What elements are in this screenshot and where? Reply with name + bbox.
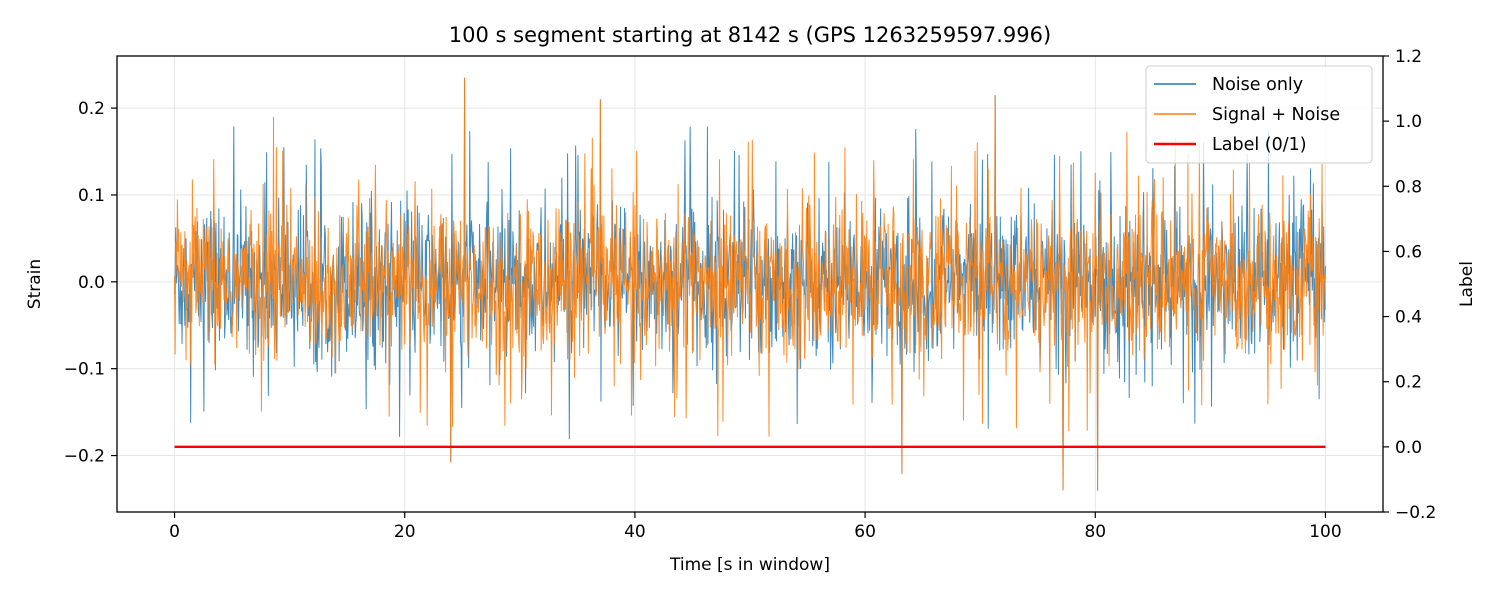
y-tick-label: 0.2	[78, 99, 105, 119]
x-tick-label: 0	[169, 522, 180, 542]
chart-title: 100 s segment starting at 8142 s (GPS 12…	[449, 23, 1051, 47]
axis-ticks: 0 20 40 60 80 100 −0.2 −0.1 0.0 0.1 0.2 −0.2 0.0 0.2 0…	[64, 47, 1437, 542]
plot-area	[174, 77, 1326, 492]
y2-tick-label: 1.0	[1395, 112, 1422, 132]
legend-label-signal: Signal + Noise	[1212, 105, 1340, 125]
x-tick-label: 80	[1084, 522, 1106, 542]
y2-tick-label: 0.0	[1395, 438, 1422, 458]
y2-tick-label: 1.2	[1395, 47, 1422, 67]
x-tick-label: 40	[624, 522, 646, 542]
y2-tick-label: −0.2	[1395, 503, 1436, 523]
axes-frame	[116, 55, 1384, 513]
y2-axis-label: Label	[1457, 261, 1477, 307]
legend-box	[1145, 65, 1373, 164]
y2-tick-label: 0.8	[1395, 177, 1422, 197]
legend-label-noise: Noise only	[1212, 75, 1303, 95]
legend: Noise only Signal + Noise Label (0/1)	[1145, 65, 1373, 164]
y2-tick-label: 0.6	[1395, 242, 1422, 262]
legend-label-label: Label (0/1)	[1212, 135, 1307, 155]
x-tick-label: 60	[854, 522, 876, 542]
x-axis-label: Time [s in window]	[669, 555, 830, 575]
y-tick-label: 0.1	[78, 186, 105, 206]
y2-tick-label: 0.4	[1395, 308, 1422, 328]
y-tick-label: −0.2	[64, 447, 105, 467]
x-tick-label: 100	[1309, 522, 1341, 542]
y-tick-label: 0.0	[78, 273, 105, 293]
series-line-signal-noise	[174, 77, 1326, 492]
y2-tick-label: 0.2	[1395, 373, 1422, 393]
y-tick-label: −0.1	[64, 360, 105, 380]
y-axis-label: Strain	[25, 259, 45, 309]
x-tick-label: 20	[394, 522, 416, 542]
